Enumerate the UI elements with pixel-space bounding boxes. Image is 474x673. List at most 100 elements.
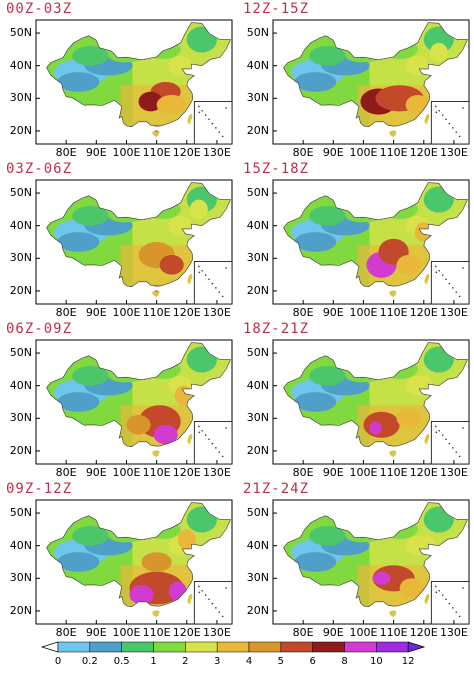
colorbar-segment xyxy=(57,641,91,653)
colorbar-segment xyxy=(248,641,282,653)
south-china-sea-inset xyxy=(430,421,470,465)
precipitation-map xyxy=(35,179,233,305)
latitude-label: 40N xyxy=(9,58,32,72)
longitude-label: 110E xyxy=(142,466,171,479)
latitude-label: 20N xyxy=(9,603,32,617)
longitude-label: 80E xyxy=(55,306,77,319)
latitude-label: 40N xyxy=(246,58,269,72)
longitude-label: 130E xyxy=(202,466,231,479)
longitude-label: 120E xyxy=(409,626,438,639)
latitude-label: 50N xyxy=(9,26,32,40)
precipitation-map xyxy=(35,339,233,465)
longitude-label: 120E xyxy=(172,466,201,479)
map-panel: 09Z-12Z 50N 40N 30N 20N 80E 90E 100E 110E 120E 130… xyxy=(0,480,237,644)
colorbar-tick-label: 8 xyxy=(341,656,348,667)
south-china-sea-inset xyxy=(193,261,233,305)
latitude-label: 20N xyxy=(246,443,269,457)
latitude-label: 40N xyxy=(246,218,269,232)
colorbar-tick-label: 0 xyxy=(54,656,62,667)
map-panel: 03Z-06Z 50N 40N 30N 20N 80E 90E 100E 110E 120E 130… xyxy=(0,160,237,324)
longitude-label: 80E xyxy=(292,306,314,319)
longitude-label: 120E xyxy=(409,306,438,319)
map-panel: 18Z-21Z 50N 40N 30N 20N 80E 90E 100E 110E 120E 130… xyxy=(237,320,474,484)
latitude-label: 30N xyxy=(9,251,32,265)
map-panel: 12Z-15Z 50N 40N 30N 20N 80E 90E 100E 110E 120E 130… xyxy=(237,0,474,164)
longitude-label: 110E xyxy=(379,306,408,319)
latitude-label: 40N xyxy=(9,378,32,392)
colorbar-segment xyxy=(280,641,313,653)
latitude-label: 40N xyxy=(9,218,32,232)
precipitation-map xyxy=(35,499,233,625)
longitude-label: 130E xyxy=(202,146,231,159)
panel-title: 12Z-15Z xyxy=(243,1,310,17)
longitude-label: 120E xyxy=(409,146,438,159)
longitude-label: 100E xyxy=(349,466,378,479)
latitude-label: 50N xyxy=(246,186,269,200)
map-panel: 00Z-03Z 50N 40N 30N 20N 80E 90E 100E 110E 120E 130… xyxy=(0,0,237,164)
longitude-label: 110E xyxy=(379,146,408,159)
colorbar-tick-label: 10 xyxy=(369,656,383,667)
precipitation-map xyxy=(272,19,470,145)
longitude-label: 110E xyxy=(379,466,408,479)
longitude-label: 90E xyxy=(85,626,107,639)
longitude-label: 90E xyxy=(85,466,107,479)
longitude-label: 120E xyxy=(172,306,201,319)
map-panel: 06Z-09Z 50N 40N 30N 20N 80E 90E 100E 110E 120E 130… xyxy=(0,320,237,484)
colorbar-segment xyxy=(153,641,186,653)
panel-title: 06Z-09Z xyxy=(6,321,73,337)
latitude-label: 40N xyxy=(246,538,269,552)
colorbar-tick-label: 5 xyxy=(277,656,285,667)
latitude-label: 20N xyxy=(246,603,269,617)
precipitation-map xyxy=(272,499,470,625)
longitude-label: 90E xyxy=(322,146,344,159)
longitude-label: 110E xyxy=(142,306,171,319)
panel-title: 00Z-03Z xyxy=(6,1,73,17)
colorbar-high-arrow xyxy=(407,641,426,653)
longitude-label: 80E xyxy=(292,626,314,639)
map-panel: 21Z-24Z 50N 40N 30N 20N 80E 90E 100E 110E 120E 130… xyxy=(237,480,474,644)
latitude-label: 50N xyxy=(246,506,269,520)
latitude-label: 40N xyxy=(9,538,32,552)
latitude-label: 20N xyxy=(246,123,269,137)
longitude-label: 100E xyxy=(112,626,141,639)
colorbar-segment xyxy=(216,641,250,653)
latitude-label: 50N xyxy=(9,506,32,520)
longitude-label: 90E xyxy=(85,306,107,319)
longitude-label: 80E xyxy=(55,626,77,639)
map-panel: 15Z-18Z 50N 40N 30N 20N 80E 90E 100E 110E 120E 130… xyxy=(237,160,474,324)
longitude-label: 100E xyxy=(112,306,141,319)
latitude-label: 50N xyxy=(9,346,32,360)
latitude-label: 30N xyxy=(246,91,269,105)
longitude-label: 80E xyxy=(292,466,314,479)
latitude-label: 30N xyxy=(9,571,32,585)
colorbar-segment xyxy=(312,641,345,653)
longitude-label: 130E xyxy=(439,466,468,479)
longitude-label: 90E xyxy=(85,146,107,159)
latitude-label: 30N xyxy=(246,251,269,265)
panel-title: 21Z-24Z xyxy=(243,481,310,497)
panel-title: 15Z-18Z xyxy=(243,161,310,177)
latitude-label: 20N xyxy=(246,283,269,297)
longitude-label: 120E xyxy=(172,146,201,159)
colorbar-segment xyxy=(185,641,218,653)
longitude-label: 100E xyxy=(349,146,378,159)
latitude-label: 30N xyxy=(246,411,269,425)
longitude-label: 130E xyxy=(439,146,468,159)
longitude-label: 100E xyxy=(112,146,141,159)
colorbar-tick-label: 12 xyxy=(401,656,415,667)
colorbar-tick-label: 0.2 xyxy=(81,656,98,667)
latitude-label: 20N xyxy=(9,443,32,457)
longitude-label: 110E xyxy=(379,626,408,639)
precipitation-map xyxy=(272,339,470,465)
colorbar-segment xyxy=(344,641,377,653)
colorbar-segment xyxy=(89,641,122,653)
panel-title: 18Z-21Z xyxy=(243,321,310,337)
longitude-label: 130E xyxy=(439,626,468,639)
precipitation-map xyxy=(272,179,470,305)
longitude-label: 100E xyxy=(349,306,378,319)
latitude-label: 30N xyxy=(9,411,32,425)
latitude-label: 20N xyxy=(9,283,32,297)
colorbar-tick-label: 1 xyxy=(150,656,157,667)
longitude-label: 100E xyxy=(112,466,141,479)
longitude-label: 130E xyxy=(202,306,231,319)
